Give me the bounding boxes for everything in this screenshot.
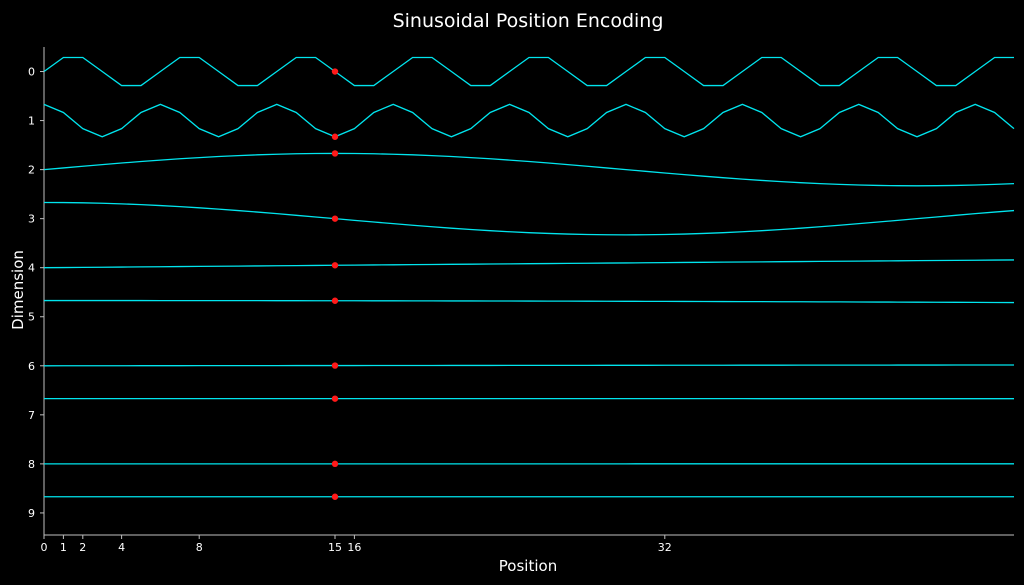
series-line-dim-2 — [43, 152, 1015, 187]
x-tick-label: 32 — [658, 541, 672, 554]
highlight-marker-dim-4 — [331, 262, 339, 269]
y-tick-label: 0 — [28, 66, 35, 79]
chart-title: Sinusoidal Position Encoding — [393, 10, 664, 32]
series-line-dim-6 — [43, 364, 1015, 367]
y-tick-label: 7 — [28, 409, 35, 422]
series-line-dim-3 — [43, 201, 1015, 236]
y-tick-label: 5 — [28, 311, 35, 324]
y-tick-label: 1 — [28, 115, 35, 128]
x-tick-label: 15 — [328, 541, 342, 554]
y-tick-label: 3 — [28, 213, 35, 226]
x-tick-label: 16 — [347, 541, 361, 554]
x-tick-label: 2 — [79, 541, 86, 554]
x-tick-label: 4 — [118, 541, 125, 554]
highlight-marker-dim-7 — [331, 395, 339, 402]
y-tick-label: 9 — [28, 507, 35, 520]
y-axis-ticks: 0 1 2 3 4 5 6 7 8 9 — [28, 66, 44, 520]
series-line-dim-1 — [43, 103, 1015, 138]
highlight-marker-dim-8 — [331, 460, 339, 468]
x-axis-ticks: 0 1 2 4 8 15 16 32 — [41, 535, 672, 554]
highlight-marker-dim-1 — [331, 133, 339, 140]
highlight-marker-dim-2 — [331, 150, 339, 157]
y-axis-title: Dimension — [9, 250, 27, 330]
highlight-marker-dim-0 — [331, 68, 339, 75]
highlight-marker-dim-9 — [331, 493, 339, 500]
highlight-markers — [331, 68, 339, 500]
y-tick-label: 6 — [28, 360, 35, 373]
x-tick-label: 8 — [196, 541, 203, 554]
highlight-marker-dim-6 — [331, 362, 339, 369]
x-tick-label: 1 — [60, 541, 67, 554]
y-tick-label: 8 — [28, 458, 35, 471]
x-tick-label: 0 — [41, 541, 48, 554]
series-line-dim-4 — [43, 259, 1015, 269]
series-line-dim-0 — [43, 56, 1014, 87]
series-lines — [43, 56, 1015, 498]
series-line-dim-5 — [44, 299, 1015, 304]
y-tick-label: 4 — [28, 262, 35, 275]
highlight-marker-dim-3 — [331, 215, 339, 222]
highlight-marker-dim-5 — [331, 297, 339, 304]
x-axis-title: Position — [499, 557, 557, 575]
y-tick-label: 2 — [28, 164, 35, 177]
